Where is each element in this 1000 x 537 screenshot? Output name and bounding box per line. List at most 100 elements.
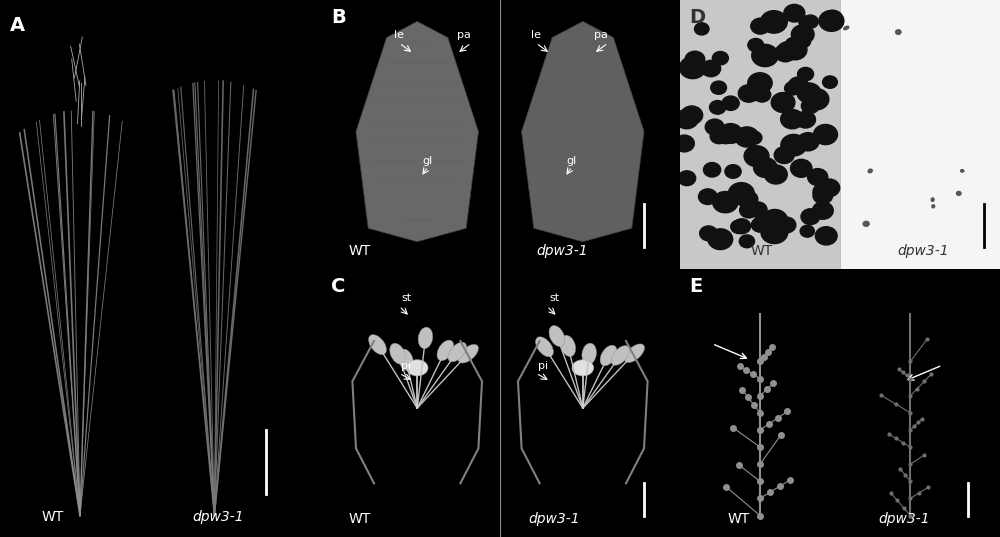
Circle shape (774, 147, 794, 163)
Circle shape (703, 163, 721, 177)
Ellipse shape (957, 192, 961, 195)
Ellipse shape (549, 325, 565, 346)
Circle shape (762, 209, 788, 231)
Circle shape (781, 110, 804, 129)
Circle shape (716, 128, 735, 144)
Ellipse shape (896, 30, 901, 34)
Circle shape (739, 235, 755, 248)
Ellipse shape (561, 335, 576, 357)
Circle shape (712, 52, 728, 65)
Circle shape (760, 11, 787, 33)
Text: pa: pa (594, 30, 608, 40)
Ellipse shape (398, 349, 413, 371)
Circle shape (725, 165, 741, 178)
Circle shape (765, 165, 787, 184)
Circle shape (796, 111, 816, 128)
Circle shape (803, 15, 818, 28)
Circle shape (748, 39, 764, 52)
Circle shape (819, 179, 840, 197)
Circle shape (801, 98, 819, 113)
Text: WT: WT (349, 512, 371, 526)
Circle shape (761, 221, 788, 244)
Ellipse shape (611, 346, 630, 365)
Circle shape (784, 4, 805, 22)
Circle shape (746, 131, 762, 144)
Polygon shape (356, 21, 478, 242)
Ellipse shape (437, 340, 454, 361)
Circle shape (823, 10, 842, 27)
Text: gl: gl (567, 156, 577, 166)
Ellipse shape (536, 337, 553, 357)
Ellipse shape (572, 360, 594, 376)
Ellipse shape (868, 169, 872, 173)
Circle shape (819, 10, 844, 31)
Circle shape (708, 229, 733, 250)
Circle shape (681, 106, 703, 125)
Text: C: C (331, 277, 345, 295)
Ellipse shape (582, 343, 596, 365)
Circle shape (685, 51, 705, 68)
Circle shape (814, 125, 838, 144)
Circle shape (777, 217, 796, 233)
Text: WT: WT (42, 510, 64, 524)
Text: dpw3-1: dpw3-1 (536, 244, 588, 258)
Circle shape (753, 88, 771, 102)
Circle shape (801, 209, 820, 224)
Text: st: st (549, 293, 559, 303)
Ellipse shape (844, 26, 849, 30)
Text: le: le (394, 30, 404, 40)
Ellipse shape (624, 344, 644, 362)
Text: B: B (331, 8, 346, 27)
Circle shape (737, 191, 758, 208)
Circle shape (786, 38, 802, 51)
Ellipse shape (458, 344, 478, 363)
Text: pi: pi (401, 360, 411, 371)
Circle shape (711, 81, 726, 95)
Circle shape (812, 202, 833, 219)
Circle shape (719, 124, 742, 143)
Circle shape (797, 83, 821, 103)
Ellipse shape (406, 360, 428, 376)
Text: le: le (531, 30, 541, 40)
Text: D: D (690, 8, 706, 27)
Circle shape (733, 219, 751, 234)
Circle shape (777, 41, 799, 60)
Text: pa: pa (457, 30, 471, 40)
Circle shape (754, 158, 777, 177)
Circle shape (705, 119, 724, 135)
Circle shape (674, 135, 694, 152)
Text: st: st (401, 293, 411, 303)
Circle shape (813, 184, 833, 200)
Ellipse shape (932, 205, 935, 208)
Circle shape (713, 192, 738, 213)
Ellipse shape (418, 327, 433, 349)
Circle shape (709, 100, 726, 114)
Circle shape (804, 89, 829, 110)
Circle shape (771, 92, 795, 112)
Circle shape (678, 171, 696, 186)
Ellipse shape (961, 170, 964, 172)
Circle shape (823, 76, 837, 88)
Text: dpw3-1: dpw3-1 (898, 244, 949, 258)
Circle shape (797, 133, 819, 151)
Circle shape (775, 217, 794, 233)
Text: pi: pi (538, 360, 548, 371)
Circle shape (722, 96, 739, 111)
Circle shape (728, 183, 754, 204)
Text: WT: WT (750, 244, 773, 258)
Circle shape (744, 146, 769, 166)
Circle shape (710, 129, 728, 144)
Circle shape (735, 127, 759, 147)
Circle shape (788, 77, 808, 94)
Circle shape (751, 217, 769, 232)
Circle shape (798, 68, 814, 81)
Circle shape (749, 202, 767, 217)
Ellipse shape (448, 342, 466, 362)
Text: gl: gl (423, 156, 433, 166)
Circle shape (752, 45, 778, 67)
Circle shape (751, 18, 770, 34)
Bar (680, 0, 840, 268)
Text: A: A (10, 16, 25, 35)
Circle shape (680, 57, 706, 78)
Circle shape (781, 134, 807, 156)
